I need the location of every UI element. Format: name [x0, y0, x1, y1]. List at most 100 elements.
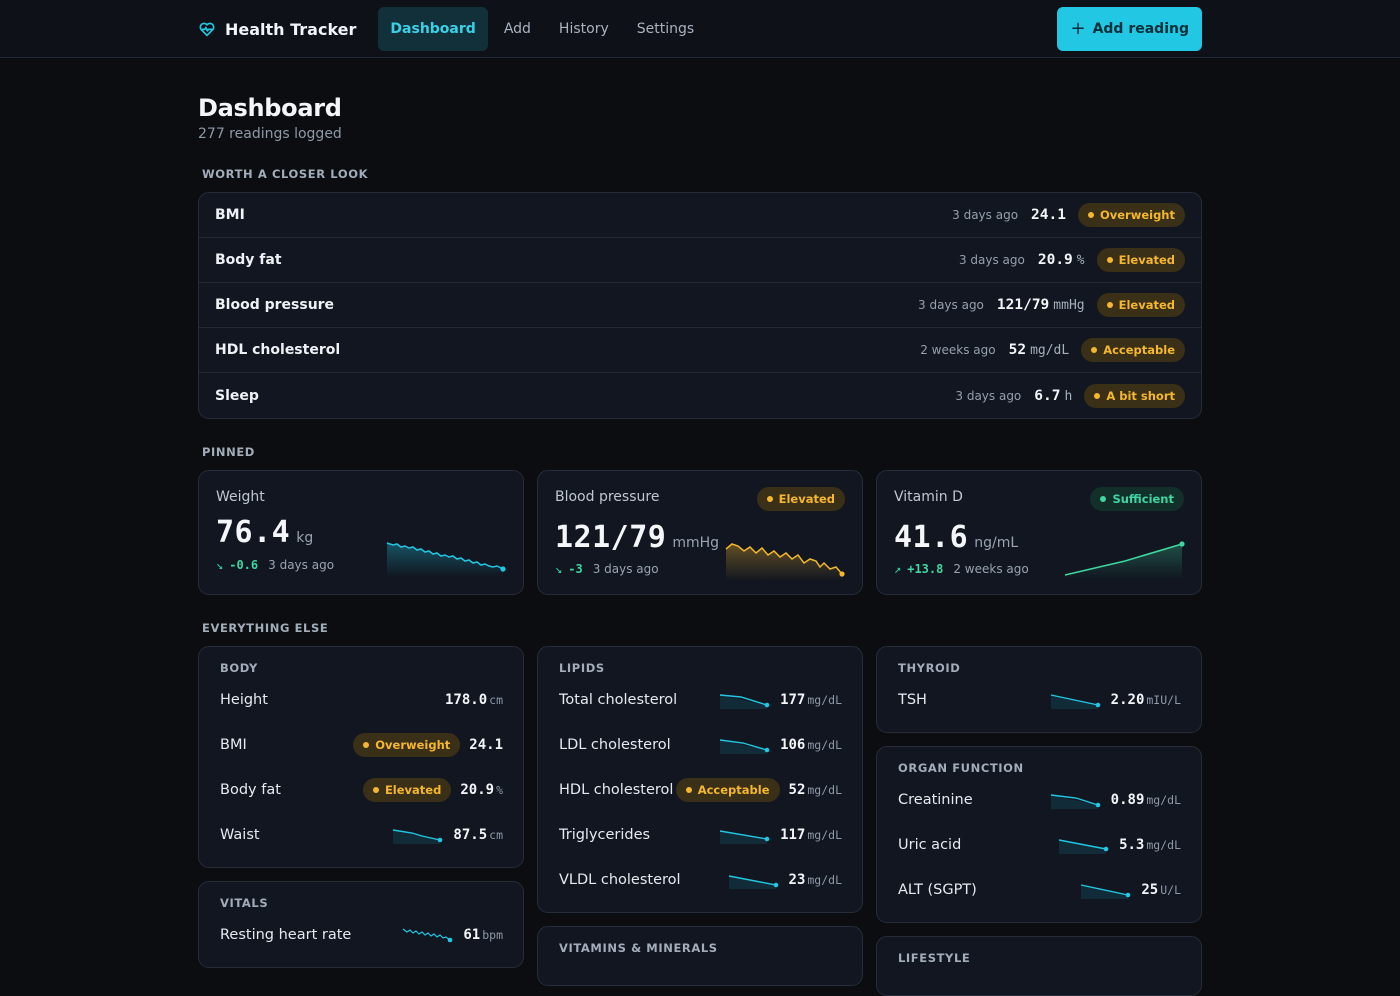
- metric-row-body-fat[interactable]: Body fat Elevated 20.9%: [220, 767, 503, 812]
- card-delta: ↘ -3 3 days ago: [555, 562, 659, 576]
- card-delta: ↗ +13.8 2 weeks ago: [894, 562, 1029, 576]
- closer-row-body-fat[interactable]: Body fat 3 days ago 20.9% Elevated: [199, 238, 1201, 283]
- brand[interactable]: Health Tracker: [198, 20, 356, 39]
- metric-value: 87.5 cm: [453, 826, 503, 843]
- status-badge: Elevated: [362, 777, 452, 802]
- nav-settings[interactable]: Settings: [636, 21, 695, 37]
- reading-time: 3 days ago: [958, 253, 1025, 267]
- metric-value: 61 bpm: [463, 926, 503, 943]
- metric-name: Sleep: [215, 387, 259, 404]
- mini-sparkline: [402, 928, 453, 942]
- vitamin-d-sparkline: [1064, 541, 1185, 579]
- group-title: ORGAN FUNCTION: [898, 761, 1024, 775]
- status-badge: Elevated: [1096, 248, 1185, 272]
- reading-time: 2 weeks ago: [920, 343, 996, 357]
- metric-row-ldl[interactable]: LDL cholesterol 106 mg/dL: [559, 736, 842, 754]
- pinned-card-weight[interactable]: Weight 76.4 kg ↘ -0.6 3 days ago: [198, 470, 524, 595]
- plus-icon: +: [1070, 18, 1086, 39]
- metric-row-waist[interactable]: Waist 87.5 cm: [220, 826, 503, 844]
- mini-sparkline: [719, 738, 770, 754]
- metric-value: 178.0 cm: [444, 691, 503, 708]
- section-label-pinned: PINNED: [202, 445, 255, 459]
- reading-time: 3 days ago: [952, 208, 1019, 222]
- metric-name: HDL cholesterol: [215, 342, 341, 358]
- metric-value: 2.20 mIU/L: [1110, 691, 1181, 708]
- metric-value: 5.3 mg/dL: [1119, 836, 1181, 853]
- card-value: 121/79 mmHg: [555, 520, 720, 555]
- section-label-closer: WORTH A CLOSER LOOK: [202, 167, 369, 181]
- nav-history[interactable]: History: [558, 21, 609, 37]
- group-vitamins-minerals: VITAMINS & MINERALS: [537, 926, 863, 986]
- metric-value: 20.9%: [1037, 252, 1085, 268]
- add-reading-button[interactable]: + Add reading: [1057, 7, 1202, 51]
- pinned-card-vitamin-d[interactable]: Vitamin D Sufficient 41.6 ng/mL ↗ +13.8 …: [876, 470, 1202, 595]
- closer-row-bmi[interactable]: BMI 3 days ago 24.1 Overweight: [199, 193, 1201, 238]
- metric-row-uric-acid[interactable]: Uric acid 5.3 mg/dL: [898, 836, 1181, 854]
- group-body: BODY Height 178.0 cm BMI Overweight 24.1: [198, 646, 524, 868]
- metric-value: 24.1: [469, 736, 503, 753]
- everything-else-section: EVERYTHING ELSE BODY Height 178.0 cm BMI: [198, 621, 1202, 996]
- closer-row-blood-pressure[interactable]: Blood pressure 3 days ago 121/79 mmHg Ele…: [199, 283, 1201, 328]
- metric-row-vldl[interactable]: VLDL cholesterol 23 mg/dL: [559, 871, 842, 889]
- metric-value: 52 mg/dL: [788, 781, 842, 798]
- status-badge: Elevated: [756, 487, 845, 511]
- group-title: LIFESTYLE: [898, 951, 971, 965]
- metric-value: 20.9%: [460, 781, 503, 798]
- mini-sparkline: [728, 874, 778, 889]
- status-badge: Elevated: [1096, 293, 1185, 317]
- nav-dashboard[interactable]: Dashboard: [378, 7, 488, 51]
- metric-row-total-cholesterol[interactable]: Total cholesterol 177 mg/dL: [559, 691, 842, 709]
- metric-value: 117 mg/dL: [780, 826, 842, 843]
- mini-sparkline: [1058, 838, 1109, 854]
- status-badge: Acceptable: [675, 777, 780, 802]
- metric-row-hdl[interactable]: HDL cholesterol Acceptable 52 mg/dL: [559, 767, 842, 812]
- pinned-card-blood-pressure[interactable]: Blood pressure Elevated 121/79 mmHg ↘ -3…: [537, 470, 863, 595]
- metric-value: 106 mg/dL: [780, 736, 842, 753]
- closer-row-sleep[interactable]: Sleep 3 days ago 6.7 h A bit short: [199, 373, 1201, 418]
- top-nav: Health Tracker Dashboard Add History Set…: [0, 0, 1400, 58]
- status-badge: Overweight: [353, 732, 461, 757]
- group-thyroid: THYROID TSH 2.20 mIU/L: [876, 646, 1202, 733]
- nav-add[interactable]: Add: [503, 21, 531, 37]
- metric-value: 121/79 mmHg: [996, 297, 1085, 313]
- closer-look-section: WORTH A CLOSER LOOK BMI 3 days ago 24.1 …: [198, 167, 1202, 419]
- metric-name: BMI: [215, 207, 245, 223]
- closer-look-list: BMI 3 days ago 24.1 Overweight Body fat …: [198, 192, 1202, 419]
- group-title: VITALS: [220, 896, 269, 910]
- metric-row-alt[interactable]: ALT (SGPT) 25 U/L: [898, 881, 1181, 899]
- card-title: Weight: [216, 489, 265, 505]
- metric-row-bmi[interactable]: BMI Overweight 24.1: [220, 722, 503, 767]
- card-title: Blood pressure: [555, 489, 660, 505]
- reading-time: 3 days ago: [918, 298, 984, 312]
- metric-value: 52 mg/dL: [1008, 342, 1070, 358]
- metric-value: 24.1: [1031, 207, 1066, 223]
- closer-row-hdl[interactable]: HDL cholesterol 2 weeks ago 52 mg/dL Acce…: [199, 328, 1201, 373]
- metric-row-creatinine[interactable]: Creatinine 0.89 mg/dL: [898, 791, 1181, 809]
- metric-row-tsh[interactable]: TSH 2.20 mIU/L: [898, 691, 1181, 709]
- main-content: Dashboard 277 readings logged WORTH A CL…: [198, 59, 1202, 996]
- group-title: VITAMINS & MINERALS: [559, 941, 718, 955]
- metric-value: 6.7 h: [1034, 387, 1073, 404]
- mini-sparkline: [720, 693, 770, 709]
- metric-row-resting-hr[interactable]: Resting heart rate 61 bpm: [220, 926, 503, 943]
- group-lifestyle: LIFESTYLE: [876, 936, 1202, 996]
- status-badge: Overweight: [1077, 203, 1185, 227]
- mini-sparkline: [1050, 793, 1100, 809]
- group-organ-function: ORGAN FUNCTION Creatinine 0.89 mg/dL Uric…: [876, 746, 1202, 923]
- mini-sparkline: [719, 829, 770, 844]
- card-value: 41.6 ng/mL: [894, 520, 1019, 555]
- card-delta: ↘ -0.6 3 days ago: [216, 558, 335, 572]
- trend-down-icon: ↘: [216, 558, 224, 572]
- group-title: THYROID: [898, 661, 961, 675]
- card-title: Vitamin D: [894, 489, 963, 505]
- metric-row-height[interactable]: Height 178.0 cm: [220, 691, 503, 708]
- weight-sparkline: [386, 542, 506, 577]
- group-lipids: LIPIDS Total cholesterol 177 mg/dL LDL ch…: [537, 646, 863, 913]
- metric-row-triglycerides[interactable]: Triglycerides 117 mg/dL: [559, 826, 842, 844]
- page-subtitle: 277 readings logged: [198, 126, 342, 142]
- metric-value: 23 mg/dL: [788, 871, 842, 888]
- section-label-else: EVERYTHING ELSE: [202, 621, 329, 635]
- heart-pulse-icon: [199, 22, 215, 37]
- group-title: LIPIDS: [559, 661, 605, 675]
- group-vitals: VITALS Resting heart rate 61 bpm: [198, 881, 524, 968]
